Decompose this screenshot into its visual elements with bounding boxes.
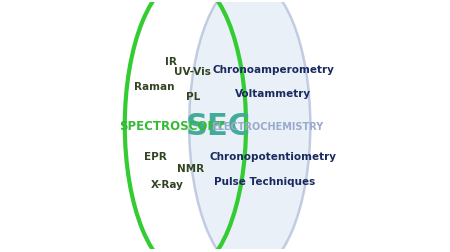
Text: X-Ray: X-Ray bbox=[151, 179, 184, 189]
Text: NMR: NMR bbox=[177, 163, 204, 173]
Text: Chronoamperometry: Chronoamperometry bbox=[212, 64, 334, 74]
Text: IR: IR bbox=[165, 57, 176, 67]
Text: Voltammetry: Voltammetry bbox=[235, 89, 311, 99]
Text: Pulse Techniques: Pulse Techniques bbox=[214, 176, 315, 186]
Ellipse shape bbox=[189, 0, 310, 252]
Text: EPR: EPR bbox=[144, 152, 167, 162]
Text: ELECTROCHEMISTRY: ELECTROCHEMISTRY bbox=[212, 121, 324, 131]
Text: PL: PL bbox=[186, 91, 200, 101]
Text: SPECTROSCOPY: SPECTROSCOPY bbox=[119, 119, 225, 133]
Text: UV-Vis: UV-Vis bbox=[175, 67, 211, 77]
Text: SEC: SEC bbox=[186, 112, 251, 140]
Text: Raman: Raman bbox=[134, 82, 175, 91]
Text: Chronopotentiometry: Chronopotentiometry bbox=[210, 152, 337, 162]
